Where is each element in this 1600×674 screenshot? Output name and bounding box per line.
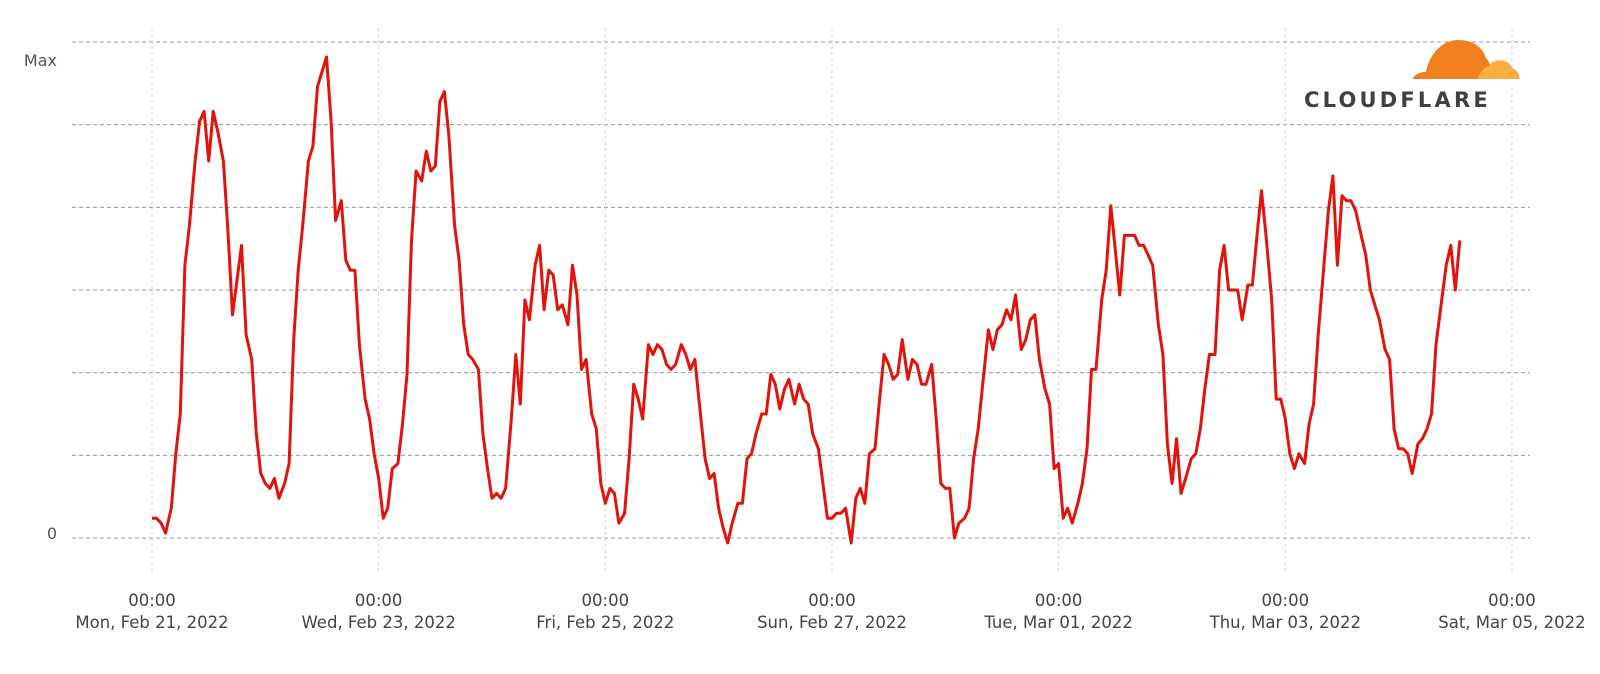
y-axis-labels: Max 0 [24,51,57,543]
y-tick-label-max: Max [24,51,57,70]
x-tick-date: Thu, Mar 03, 2022 [1209,613,1361,632]
x-tick-time: 00:00 [1035,591,1083,610]
x-tick-time: 00:00 [582,591,630,610]
series-line [152,55,1462,545]
x-tick-time: 00:00 [1488,591,1536,610]
brand-wordmark: CLOUDFLARE [1304,88,1491,112]
x-tick-time: 00:00 [355,591,403,610]
x-tick-date: Tue, Mar 01, 2022 [983,613,1133,632]
x-tick-time: 00:00 [1262,591,1310,610]
x-tick-time: 00:00 [128,591,176,610]
x-tick-date: Mon, Feb 21, 2022 [75,613,228,632]
x-tick-date: Sun, Feb 27, 2022 [757,613,907,632]
x-tick-time: 00:00 [808,591,856,610]
x-tick-date: Wed, Feb 23, 2022 [301,613,455,632]
cloud-icon [1412,40,1520,84]
y-tick-label-zero: 0 [47,524,57,543]
x-tick-date: Fri, Feb 25, 2022 [536,613,674,632]
x-axis-labels: 00:00 Mon, Feb 21, 2022 00:00 Wed, Feb 23, … [75,591,1585,632]
grid-lines [72,28,1530,572]
x-tick-date: Sat, Mar 05, 2022 [1438,613,1585,632]
